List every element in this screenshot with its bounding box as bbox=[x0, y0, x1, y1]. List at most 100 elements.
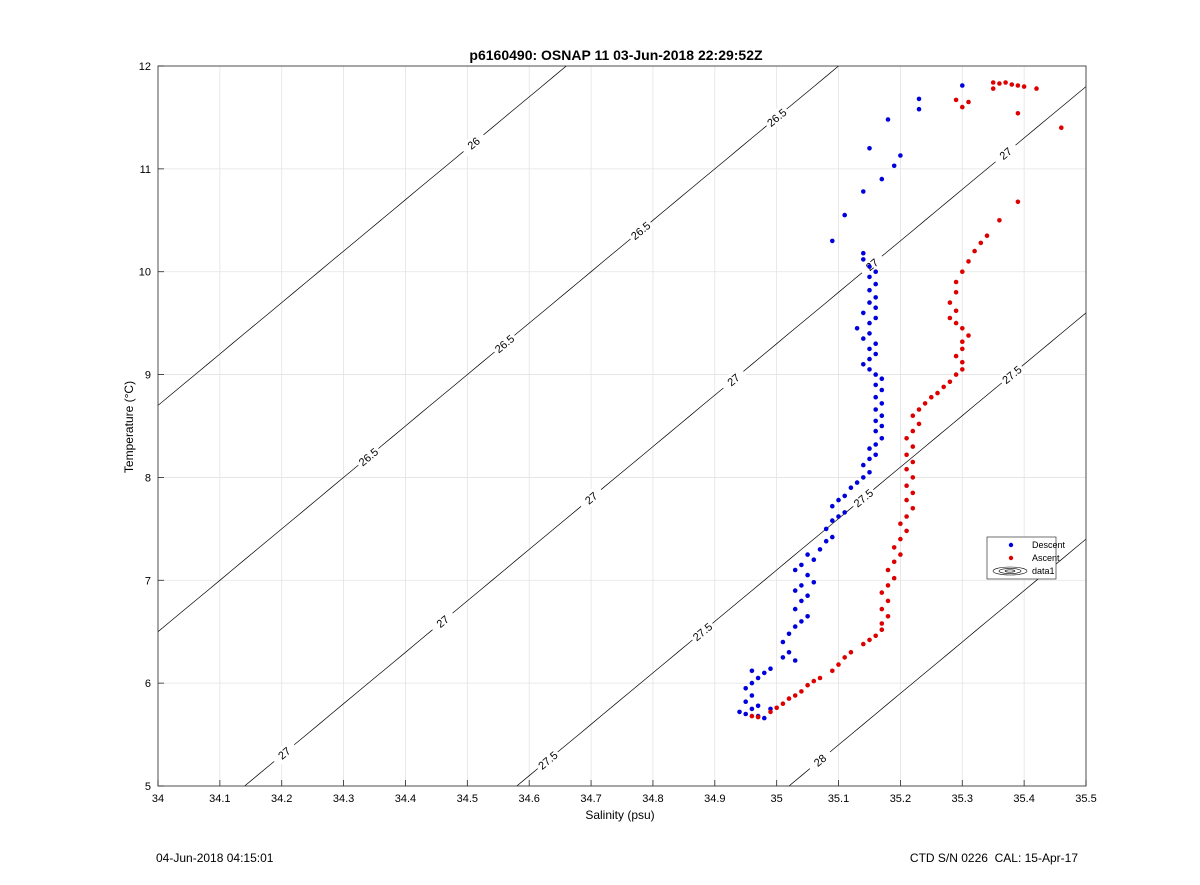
descent-point bbox=[792, 606, 798, 612]
descent-point bbox=[861, 310, 866, 316]
descent-point bbox=[873, 295, 878, 300]
descent-point bbox=[867, 264, 872, 269]
contour-label-bg bbox=[848, 484, 878, 512]
ascent-point bbox=[910, 413, 916, 419]
x-tick-label: 34.3 bbox=[333, 793, 354, 805]
contour-label: 26 bbox=[466, 135, 483, 152]
descent-point bbox=[873, 428, 878, 434]
legend-ascent-label: Ascent bbox=[1032, 553, 1060, 563]
data-points bbox=[737, 80, 1064, 721]
descent-point bbox=[867, 346, 872, 352]
ascent-point bbox=[885, 598, 891, 604]
ascent-point bbox=[1021, 84, 1027, 89]
descent-point bbox=[737, 709, 742, 715]
ascent-point bbox=[904, 452, 909, 458]
y-tick-label: 9 bbox=[145, 370, 151, 382]
contour-label: 28 bbox=[812, 753, 829, 770]
ascent-point bbox=[842, 655, 847, 660]
descent-point bbox=[805, 572, 810, 578]
contour-label-bg bbox=[428, 607, 458, 636]
descent-point bbox=[873, 269, 878, 275]
x-tick-label: 34.9 bbox=[704, 793, 725, 805]
ascent-point bbox=[774, 705, 779, 711]
contour-label-bg bbox=[718, 366, 748, 394]
descent-point bbox=[898, 153, 903, 158]
ascent-point bbox=[768, 709, 773, 715]
ascent-point bbox=[792, 693, 798, 698]
descent-point bbox=[879, 401, 885, 406]
descent-point bbox=[867, 300, 872, 305]
contour-label-bg bbox=[991, 139, 1021, 168]
density-contour-line bbox=[788, 538, 1086, 786]
ascent-point bbox=[1015, 83, 1021, 88]
descent-point bbox=[960, 83, 965, 88]
descent-point bbox=[867, 331, 872, 336]
density-contour-line bbox=[516, 312, 1086, 786]
descent-point bbox=[805, 593, 810, 598]
contour-label-bg bbox=[626, 216, 656, 245]
descent-point bbox=[916, 106, 922, 112]
x-tick-label: 34.5 bbox=[457, 793, 478, 805]
descent-point bbox=[830, 238, 835, 244]
descent-point bbox=[786, 631, 792, 637]
contour-label-bg bbox=[687, 618, 717, 646]
footer-ctd-info: CTD S/N 0226 CAL: 15-Apr-17 bbox=[909, 851, 1078, 865]
ascent-point bbox=[1034, 86, 1039, 91]
legend-box bbox=[986, 536, 1057, 580]
ascent-point bbox=[910, 490, 916, 496]
descent-point bbox=[762, 715, 767, 721]
ascent-point bbox=[898, 536, 903, 542]
legend-contour-icon bbox=[992, 566, 1028, 576]
ascent-point bbox=[960, 326, 965, 331]
descent-point bbox=[873, 394, 878, 400]
footer-timestamp: 04-Jun-2018 04:15:01 bbox=[156, 851, 274, 865]
x-tick-label: 35 bbox=[771, 793, 783, 805]
descent-point bbox=[830, 518, 835, 523]
descent-point bbox=[867, 446, 872, 451]
descent-point bbox=[743, 686, 748, 691]
x-tick-label: 34 bbox=[152, 793, 164, 805]
ascent-point bbox=[898, 552, 903, 557]
descent-point bbox=[873, 372, 878, 377]
ascent-point bbox=[966, 259, 971, 264]
descent-point bbox=[743, 711, 748, 717]
descent-point bbox=[867, 356, 872, 362]
descent-point bbox=[879, 387, 885, 393]
plot-frame bbox=[157, 65, 1087, 787]
ascent-point bbox=[929, 394, 934, 400]
descent-point bbox=[817, 547, 823, 552]
ascent-point bbox=[953, 320, 959, 326]
ascent-point bbox=[867, 637, 872, 643]
y-tick-label: 11 bbox=[140, 164, 151, 176]
legend-data1-label: data1 bbox=[1032, 566, 1055, 576]
descent-point bbox=[861, 362, 866, 367]
ascent-point bbox=[805, 682, 810, 688]
ascent-point bbox=[990, 80, 996, 85]
contour-label-bg bbox=[857, 250, 887, 279]
descent-point bbox=[879, 413, 885, 419]
contour-label-bg bbox=[269, 739, 299, 767]
ascent-point bbox=[960, 104, 965, 110]
ascent-point bbox=[910, 475, 916, 480]
ascent-point bbox=[848, 650, 854, 655]
ascent-point bbox=[916, 421, 922, 427]
ascent-point bbox=[749, 713, 755, 719]
ascent-point bbox=[941, 384, 946, 390]
descent-point bbox=[867, 274, 872, 280]
descent-point bbox=[867, 146, 872, 151]
descent-point bbox=[879, 436, 885, 441]
y-tick-label: 6 bbox=[145, 678, 151, 690]
descent-point bbox=[842, 493, 847, 499]
legend-descent-marker bbox=[1008, 542, 1014, 548]
ascent-point bbox=[904, 436, 909, 441]
ascent-point bbox=[904, 514, 909, 519]
x-tick-label: 34.1 bbox=[209, 793, 230, 805]
ascent-point bbox=[885, 567, 891, 573]
descent-point bbox=[873, 407, 878, 412]
ascent-point bbox=[873, 633, 878, 639]
descent-point bbox=[885, 117, 891, 122]
ascent-point bbox=[891, 575, 897, 581]
ascent-point bbox=[953, 308, 959, 314]
descent-point bbox=[780, 655, 786, 660]
